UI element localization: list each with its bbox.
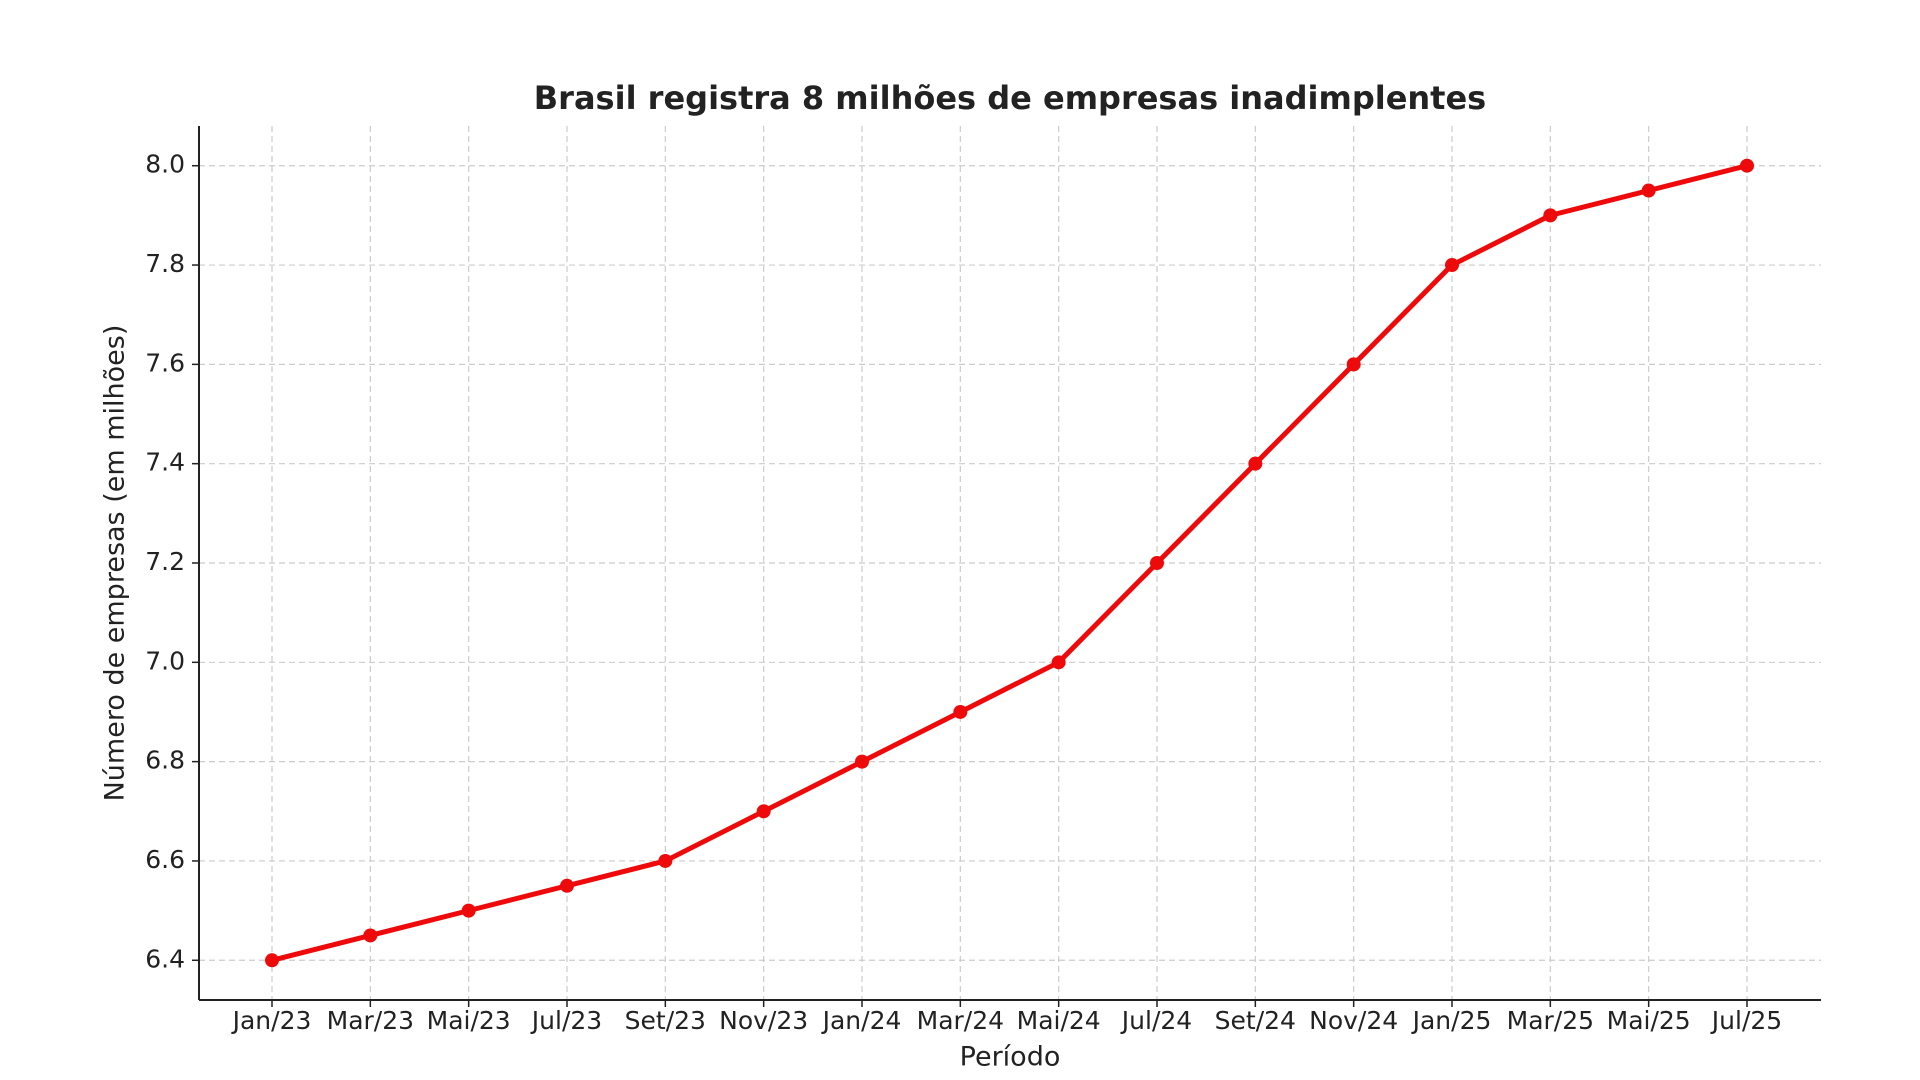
data-point: [1248, 456, 1263, 471]
x-tick-label: Set/23: [625, 1006, 706, 1035]
chart-title: Brasil registra 8 milhões de empresas in…: [534, 79, 1486, 117]
data-point: [1641, 183, 1656, 198]
data-point: [756, 804, 771, 819]
data-point: [1150, 556, 1164, 570]
x-tick-label: Mai/24: [1017, 1006, 1101, 1035]
data-point: [1051, 655, 1066, 670]
data-point: [658, 853, 673, 868]
x-tick-label: Jul/23: [530, 1006, 602, 1035]
x-tick-label: Nov/24: [1309, 1006, 1398, 1035]
y-tick-label: 8.0: [145, 150, 185, 179]
data-point: [560, 878, 574, 893]
y-tick-label: 6.8: [145, 746, 185, 775]
x-tick-label: Jan/23: [231, 1006, 312, 1035]
data-point: [1445, 258, 1459, 273]
y-tick-label: 7.0: [145, 646, 185, 675]
x-tick-label: Jan/25: [1411, 1006, 1492, 1035]
y-axis-label: Número de empresas (em milhões): [100, 325, 131, 802]
x-tick-label: Mar/23: [327, 1006, 414, 1035]
x-tick-label: Jan/24: [821, 1006, 902, 1035]
data-point: [1346, 357, 1361, 372]
y-tick-label: 6.4: [145, 944, 185, 973]
y-tick-label: 7.8: [145, 249, 185, 278]
y-tick-label: 7.6: [145, 348, 185, 377]
x-tick-label: Jul/24: [1120, 1006, 1192, 1035]
data-point: [1740, 158, 1754, 173]
data-point: [855, 754, 869, 769]
x-tick-label: Set/24: [1215, 1006, 1296, 1035]
x-axis-label: Período: [960, 1042, 1061, 1073]
x-tick-label: Nov/23: [719, 1006, 808, 1035]
data-point: [461, 903, 476, 918]
y-tick-label: 6.6: [145, 845, 185, 874]
data-point: [265, 953, 279, 968]
x-tick-label: Mai/23: [427, 1006, 511, 1035]
y-tick-label: 7.2: [145, 547, 185, 576]
data-point: [953, 704, 968, 719]
y-tick-label: 7.4: [145, 448, 185, 477]
x-tick-label: Mai/25: [1607, 1006, 1691, 1035]
x-tick-label: Mar/24: [917, 1006, 1004, 1035]
x-tick-label: Jul/25: [1710, 1006, 1782, 1035]
x-tick-label: Mar/25: [1507, 1006, 1594, 1035]
data-point: [1543, 208, 1558, 223]
data-line: [271, 163, 1748, 963]
data-point: [363, 928, 378, 943]
